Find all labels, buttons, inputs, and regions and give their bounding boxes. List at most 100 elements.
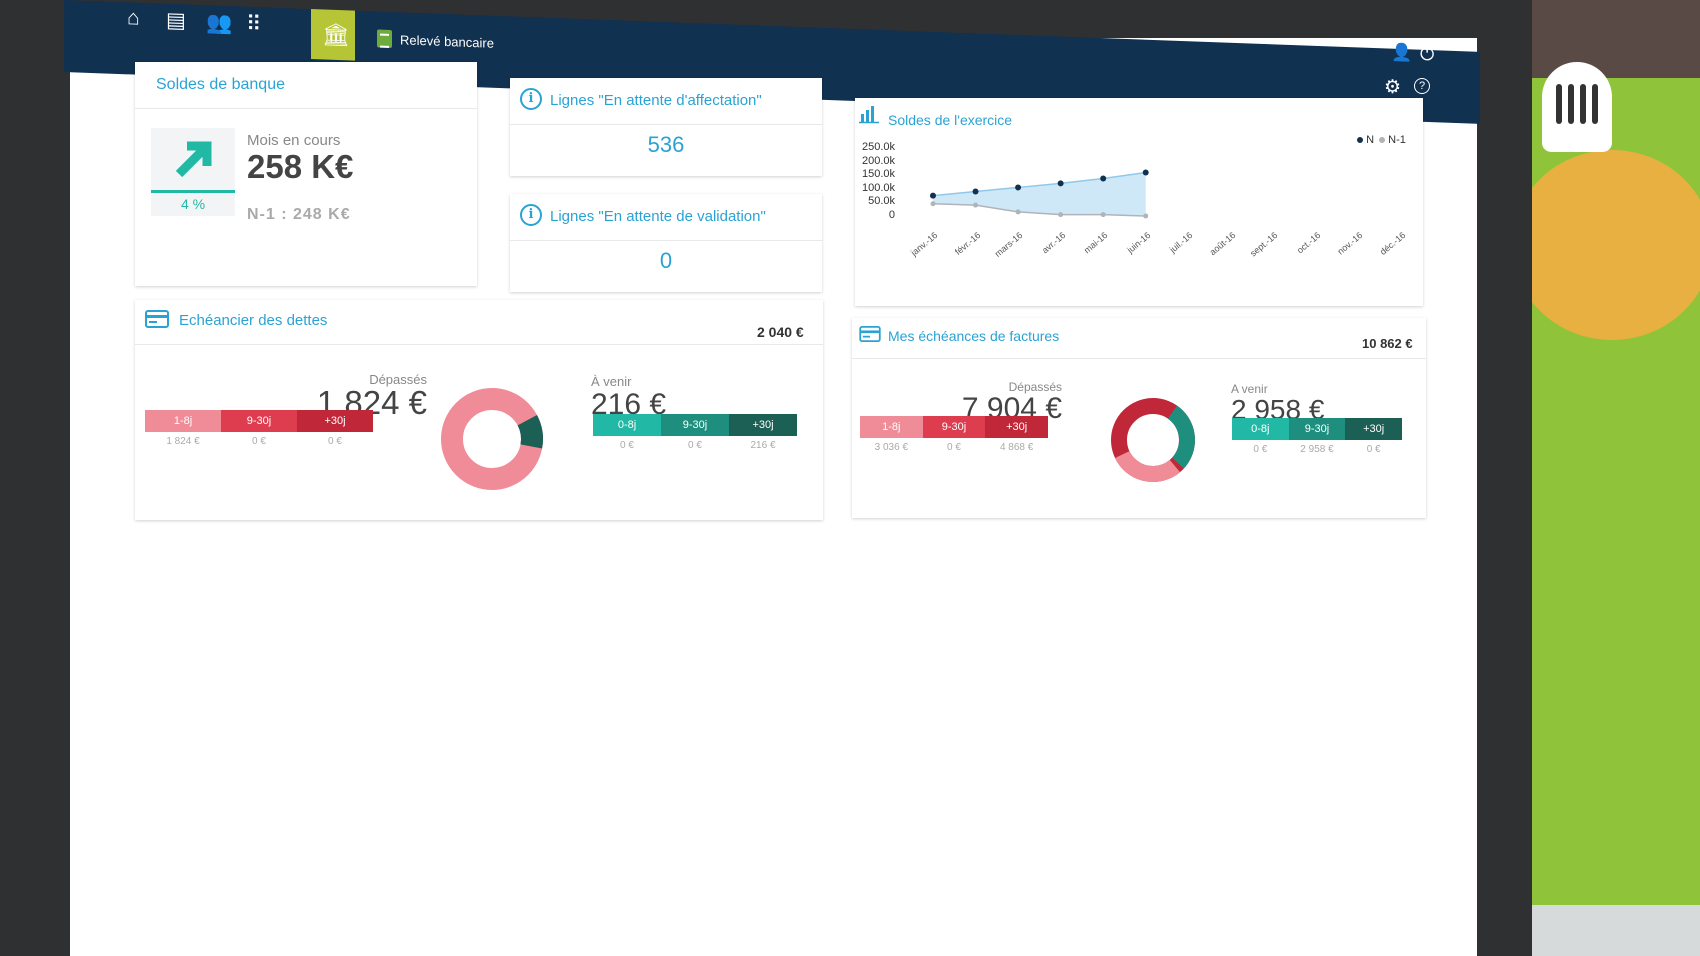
data-point-N-1 <box>1058 212 1064 218</box>
power-icon[interactable]: ⏻ <box>1420 43 1435 65</box>
debts-upcoming-label: À venir <box>591 374 632 389</box>
card-divider <box>135 108 477 109</box>
debts-total: 2 040 € <box>757 324 804 340</box>
previous-year-value: N-1 : 248 K€ <box>247 206 351 223</box>
card-divider <box>852 358 1426 359</box>
invoices-upcoming-segment-value: 0 € <box>1366 444 1381 455</box>
card-icon <box>145 310 169 328</box>
y-tick-label: 250.0k <box>861 141 895 153</box>
series-line-N <box>932 171 1146 197</box>
debts-upcoming-segment-value: 216 € <box>750 440 776 451</box>
chart-icon <box>859 106 879 124</box>
invoices-overdue-segment-value: 3 036 € <box>874 442 909 453</box>
bank-balance-card: Soldes de banque 4 % Mois en cours 258 K… <box>135 62 477 286</box>
month-label: Mois en cours <box>247 132 341 149</box>
invoices-overdue-label: Dépassés <box>1008 380 1062 394</box>
legend-dot-n1 <box>1379 137 1386 143</box>
y-tick-label: 50.0k <box>868 195 895 208</box>
statement-icon <box>377 29 392 49</box>
mascot-illustration <box>1542 62 1612 152</box>
trend-box: 4 % <box>151 128 235 216</box>
invoices-overdue-segment-value: 4 868 € <box>999 442 1034 453</box>
pending-assignment-count: 536 <box>647 132 685 157</box>
debts-overdue-segment-value: 1 824 € <box>166 436 200 447</box>
debts-upcoming-segment-+30j[interactable]: +30j <box>729 414 797 436</box>
balances-chart <box>930 169 1149 219</box>
card-divider <box>510 240 822 241</box>
invoices-upcoming-segment-+30j[interactable]: +30j <box>1345 418 1402 440</box>
bank-nav-button[interactable]: 🏛 <box>311 9 355 61</box>
debts-title: Echéancier des dettes <box>179 312 328 329</box>
help-icon[interactable]: ? <box>1414 78 1430 94</box>
breadcrumb[interactable]: Relevé bancaire <box>377 29 494 51</box>
user-icon[interactable]: 👤 <box>1391 42 1413 63</box>
trend-percent: 4 % <box>180 196 206 212</box>
card-divider <box>510 124 822 125</box>
pending-validation-card[interactable]: i Lignes "En attente de validation" 0 <box>510 194 822 292</box>
pending-validation-count: 0 <box>659 248 673 273</box>
data-point-N-1 <box>1100 212 1106 218</box>
invoices-overdue-segment-+30j[interactable]: +30j <box>985 416 1048 438</box>
debts-overdue-segment-9-30j[interactable]: 9-30j <box>221 410 297 432</box>
y-tick-label: 100.0k <box>861 181 895 194</box>
data-point-N-1 <box>1015 209 1021 215</box>
arrow-up-right-icon <box>175 141 212 178</box>
month-value: 258 K€ <box>247 148 354 185</box>
y-tick-label: 0 <box>888 209 895 221</box>
data-point-N-1 <box>930 201 936 207</box>
data-point-N <box>972 188 979 195</box>
debts-upcoming-segment-0-8j[interactable]: 0-8j <box>593 414 661 436</box>
invoices-upcoming-segment-value: 2 958 € <box>1300 444 1334 455</box>
invoices-overdue-segment-9-30j[interactable]: 9-30j <box>922 416 986 438</box>
pending-assignment-title: Lignes "En attente d'affectation" <box>550 92 762 109</box>
debts-overdue-label: Dépassés <box>369 372 427 387</box>
home-icon[interactable]: ⌂ <box>127 6 140 30</box>
data-point-N <box>1057 180 1064 187</box>
legend-label-n1: N-1 <box>1388 134 1406 146</box>
invoices-upcoming-segment-0-8j[interactable]: 0-8j <box>1232 418 1289 440</box>
data-point-N-1 <box>1143 213 1149 219</box>
invoices-upcoming-label: A venir <box>1231 382 1268 396</box>
debts-donut <box>441 388 543 490</box>
debts-upcoming-segment-value: 0 € <box>620 440 634 451</box>
info-icon: i <box>520 204 542 226</box>
apps-grid-icon[interactable]: ⠿ <box>246 12 262 37</box>
pending-assignment-card[interactable]: i Lignes "En attente d'affectation" 536 <box>510 78 822 176</box>
users-icon[interactable]: 👥 <box>206 11 233 36</box>
bank-icon: 🏛 <box>322 21 350 48</box>
debts-overdue-segment-value: 0 € <box>328 436 342 447</box>
y-tick-label: 200.0k <box>861 154 895 167</box>
bank-balance-title: Soldes de banque <box>156 76 285 93</box>
background-floor <box>1532 905 1700 956</box>
invoices-donut <box>1111 398 1195 482</box>
invoices-total: 10 862 € <box>1362 336 1413 351</box>
card-divider <box>135 344 823 345</box>
series-line-N-1 <box>932 203 1146 217</box>
background-wall <box>1532 0 1700 78</box>
document-icon[interactable]: ▤ <box>166 8 186 33</box>
data-point-N <box>1015 184 1022 191</box>
invoices-overdue-segment-value: 0 € <box>947 442 961 453</box>
trend-underline <box>151 190 235 193</box>
invoices-title: Mes échéances de factures <box>888 328 1060 344</box>
gear-icon[interactable]: ⚙ <box>1384 77 1402 98</box>
card-icon <box>859 326 881 342</box>
debts-schedule-card: Echéancier des dettes 2 040 € Dépassés 1… <box>135 300 823 520</box>
series-area <box>933 172 1146 216</box>
background-illustration <box>1532 0 1700 956</box>
data-point-N <box>1142 169 1149 176</box>
data-point-N <box>930 192 936 199</box>
legend-label-n: N <box>1366 134 1375 146</box>
debts-overdue-segment-+30j[interactable]: +30j <box>297 410 373 432</box>
legend-dot-n <box>1357 137 1363 143</box>
data-point-N <box>1100 175 1107 182</box>
invoices-schedule-card: Mes échéances de factures 10 862 € Dépas… <box>852 318 1426 518</box>
debts-overdue-segment-1-8j[interactable]: 1-8j <box>145 410 221 432</box>
pending-validation-title: Lignes "En attente de validation" <box>550 208 766 225</box>
invoices-upcoming-segment-9-30j[interactable]: 9-30j <box>1288 418 1346 440</box>
invoices-upcoming-segment-value: 0 € <box>1253 444 1268 455</box>
balances-chart-card: Soldes de l'exercice N N-1 250.0k 200.0k 1… <box>855 98 1423 306</box>
debts-upcoming-segment-9-30j[interactable]: 9-30j <box>661 414 729 436</box>
invoices-overdue-segment-1-8j[interactable]: 1-8j <box>860 416 923 438</box>
background-shape <box>1532 150 1700 340</box>
